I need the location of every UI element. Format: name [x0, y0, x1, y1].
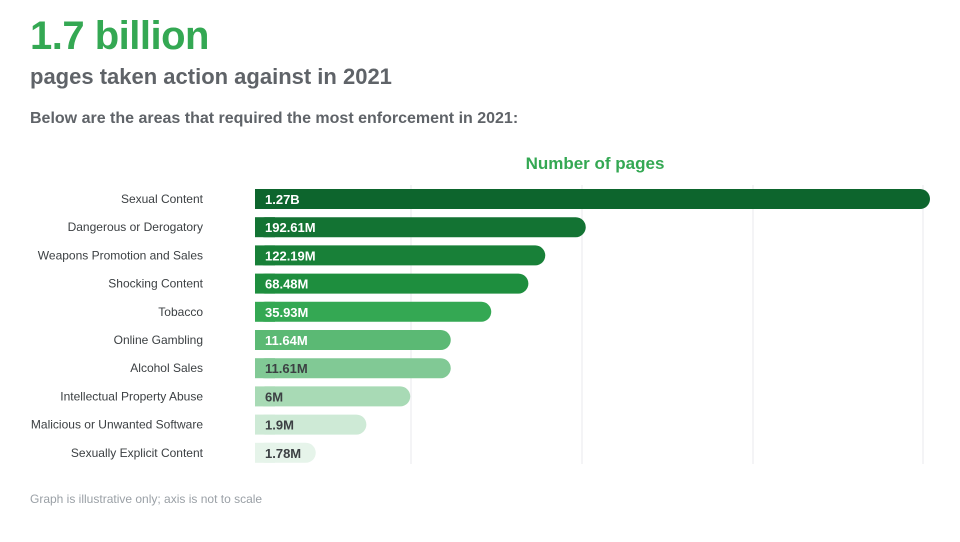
category-label: Weapons Promotion and Sales — [38, 248, 203, 262]
chart-value-labels: 1.27B 192.61M 122.19M 68.48M 35.93M 11.64M 11.… — [265, 192, 316, 461]
category-label: Malicious or Unwanted Software — [31, 418, 203, 432]
value-label: 1.78M — [265, 446, 301, 461]
chart-bars — [255, 189, 930, 463]
category-label: Sexual Content — [121, 192, 204, 206]
bar-5-base — [255, 301, 275, 322]
category-label: Shocking Content — [108, 277, 203, 291]
bar-2-base — [255, 217, 275, 238]
bar-7 — [255, 358, 451, 379]
headline-stat: 1.7 billion — [30, 14, 209, 58]
bar-1 — [255, 189, 930, 209]
chart-gridlines — [410, 185, 924, 464]
category-label: Sexually Explicit Content — [71, 446, 204, 460]
value-label: 11.61M — [265, 361, 308, 376]
bar-2 — [255, 217, 586, 238]
intro-text: Below are the areas that required the mo… — [30, 110, 519, 127]
value-label: 192.61M — [265, 220, 316, 235]
category-label: Tobacco — [158, 305, 203, 319]
value-label: 122.19M — [265, 248, 316, 263]
bar-10-base — [255, 442, 275, 463]
bar-1-base — [255, 189, 275, 209]
value-label: 6M — [265, 389, 283, 404]
bar-7-base — [255, 358, 275, 379]
bar-9-base — [255, 414, 275, 435]
category-label: Alcohol Sales — [130, 361, 203, 375]
bar-4-base — [255, 273, 275, 294]
value-label: 1.27B — [265, 192, 300, 207]
value-label: 1.9M — [265, 418, 294, 433]
bar-8 — [255, 386, 411, 407]
category-label: Online Gambling — [114, 333, 203, 347]
bar-5 — [255, 301, 492, 322]
value-label: 11.64M — [265, 333, 308, 348]
value-label: 35.93M — [265, 305, 308, 320]
bar-9 — [255, 414, 367, 435]
bar-4 — [255, 273, 529, 294]
chart-axis-title: Number of pages — [525, 154, 665, 173]
bar-6 — [255, 330, 451, 350]
category-label: Dangerous or Derogatory — [68, 220, 203, 234]
bar-8-base — [255, 386, 275, 407]
headline-subtitle: pages taken action against in 2021 — [30, 64, 392, 89]
category-label: Intellectual Property Abuse — [60, 389, 203, 403]
chart-category-labels: Sexual Content Dangerous or Derogatory Wea… — [31, 192, 204, 460]
bar-6-base — [255, 330, 275, 350]
bar-3 — [255, 245, 546, 266]
chart-footnote: Graph is illustrative only; axis is not … — [30, 492, 263, 506]
value-label: 68.48M — [265, 277, 308, 292]
bar-3-base — [255, 245, 275, 266]
